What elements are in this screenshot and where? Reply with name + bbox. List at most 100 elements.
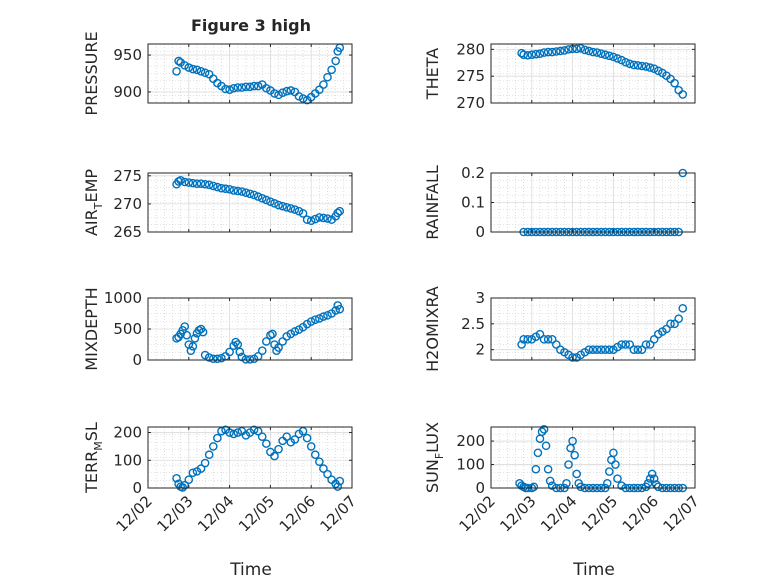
data-point (609, 52, 618, 62)
subplot-h2omixra: 2 2.5 3 H2OMIXRA (423, 286, 696, 372)
x-tick-label: 12/05 (578, 492, 621, 535)
data-point (294, 92, 304, 101)
x-tick-label: 12/02 (113, 492, 156, 535)
data-point (543, 47, 553, 57)
data-point (611, 460, 620, 469)
data-point (605, 467, 614, 476)
data-point (217, 426, 226, 436)
y-tick-label: 100 (113, 451, 142, 469)
y-tick-label: 900 (113, 83, 142, 101)
data-point (176, 176, 185, 185)
data-point (217, 183, 226, 193)
data-point (323, 469, 332, 479)
data-point (225, 85, 234, 95)
subplot-rainfall: 0 0.1 0.2 RAINFALL (423, 164, 696, 241)
data-point (576, 43, 586, 53)
data-point (531, 49, 541, 59)
data-point (302, 215, 312, 224)
data-point (249, 425, 259, 435)
data-point (570, 450, 579, 460)
data-point (262, 195, 271, 205)
data-point (560, 46, 569, 55)
data-point (678, 90, 688, 99)
data-point (335, 206, 345, 216)
y-axis-label: TERRMSL (82, 422, 105, 494)
y-tick-label: 1000 (104, 289, 142, 307)
data-point (200, 458, 210, 468)
data-point (572, 44, 581, 54)
data-point (204, 180, 214, 190)
data-point (221, 184, 230, 194)
data-point (637, 345, 647, 354)
data-point (653, 66, 663, 76)
axes-box (147, 172, 353, 233)
data-point (306, 317, 316, 326)
y-tick-label: 100 (456, 456, 485, 474)
data-point (323, 311, 332, 320)
data-point (315, 85, 324, 95)
data-point (178, 483, 187, 492)
x-tick-label: 12/04 (194, 492, 237, 535)
data-point (233, 428, 243, 437)
data-point (568, 353, 577, 362)
data-point (225, 347, 234, 357)
data-point (262, 83, 271, 93)
y-tick-label: 3 (475, 289, 485, 307)
data-point (180, 61, 190, 70)
data-point (241, 82, 251, 92)
data-point (576, 482, 586, 492)
data-point (547, 47, 557, 57)
data-point (270, 451, 279, 461)
y-tick-label: 280 (456, 40, 485, 58)
data-point (564, 460, 573, 469)
y-tick-label: 2 (475, 341, 485, 359)
data-point (645, 63, 655, 72)
axes-box (490, 426, 696, 489)
x-tick-label: 12/07 (660, 492, 703, 535)
data-point (529, 482, 539, 492)
data-point (208, 442, 218, 451)
data-point (184, 178, 194, 187)
data-point (674, 314, 683, 323)
data-point (274, 200, 283, 210)
data-point (523, 50, 533, 60)
data-point (208, 354, 218, 364)
y-tick-label: 0.2 (461, 164, 485, 182)
data-point (543, 464, 553, 474)
data-point (225, 184, 234, 194)
data-point (333, 482, 343, 491)
data-point (564, 45, 573, 54)
time-label-left: Time (229, 560, 272, 580)
data-point (302, 433, 312, 443)
x-tick-label: 12/07 (317, 492, 360, 535)
data-point (290, 205, 300, 214)
data-point (310, 214, 320, 224)
data-point (592, 48, 602, 57)
data-point (315, 213, 324, 222)
data-point (190, 333, 200, 343)
data-point (523, 335, 533, 344)
data-point (649, 474, 659, 483)
subplot-air-temp: 265 270 275 AIRTEMP (82, 167, 353, 241)
data-point (319, 213, 328, 223)
data-point (527, 50, 537, 60)
data-point (539, 48, 549, 57)
data-point (266, 197, 275, 206)
data-point (315, 457, 324, 466)
axes-box (490, 297, 696, 361)
data-point (649, 335, 659, 344)
data-point (245, 82, 255, 92)
time-label-right: Time (572, 560, 615, 580)
data-point (584, 345, 594, 354)
data-point (310, 450, 320, 460)
data-point (331, 306, 340, 315)
data-point (600, 345, 610, 354)
series-markers (517, 43, 688, 99)
data-point (229, 83, 238, 93)
data-point (641, 340, 651, 349)
data-point (204, 450, 214, 460)
x-tick-label: 12/06 (276, 492, 319, 535)
data-point (643, 479, 653, 488)
data-point (174, 56, 183, 66)
data-point (333, 208, 343, 218)
